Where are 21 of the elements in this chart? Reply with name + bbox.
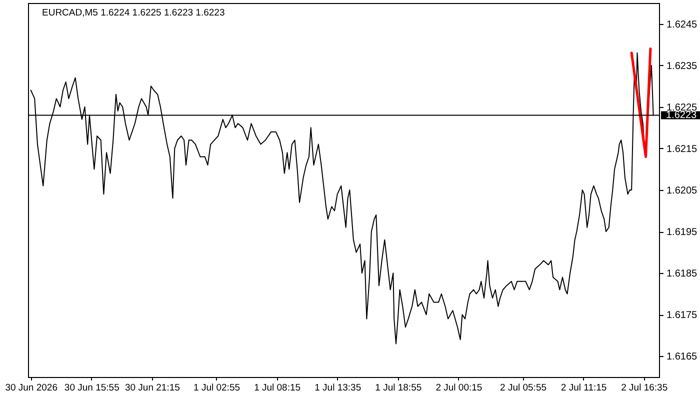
x-tick-label: 2 Jul 11:15 [560, 382, 607, 394]
x-tick-label: 30 Jun 15:55 [64, 382, 120, 394]
y-tick-label: 1.6245 [666, 19, 698, 30]
x-tick-label: 30 Jun 21:15 [124, 382, 180, 394]
y-tick-label: 1.6215 [666, 144, 698, 155]
x-tick-label: 2 Jul 00:15 [436, 382, 482, 394]
x-tick-label: 1 Jul 13:35 [314, 382, 362, 394]
x-tick-label: 30 Jun 2026 [5, 382, 58, 394]
x-tick-label: 1 Jul 08:15 [254, 382, 301, 394]
y-tick-label: 1.6205 [666, 186, 698, 196]
y-tick-label: 1.6175 [666, 310, 698, 322]
text: EURCAD,M5 1.6224 1.6225 1.6223 1.6223 [42, 8, 225, 18]
y-tick-label: 1.6235 [666, 60, 698, 72]
ref-line-label: 1.6223 [666, 110, 698, 122]
x-tick-label: 1 Jul 02:55 [194, 382, 240, 394]
y-tick-label: 1.6185 [666, 268, 698, 280]
y-tick-label: 1.6195 [666, 227, 698, 238]
x-tick-label: 2 Jul 16:35 [621, 382, 668, 394]
y-tick-label: 1.6165 [666, 352, 698, 363]
x-tick-label: 2 Jul 05:55 [500, 382, 547, 394]
x-tick-label: 1 Jul 18:55 [375, 382, 422, 394]
